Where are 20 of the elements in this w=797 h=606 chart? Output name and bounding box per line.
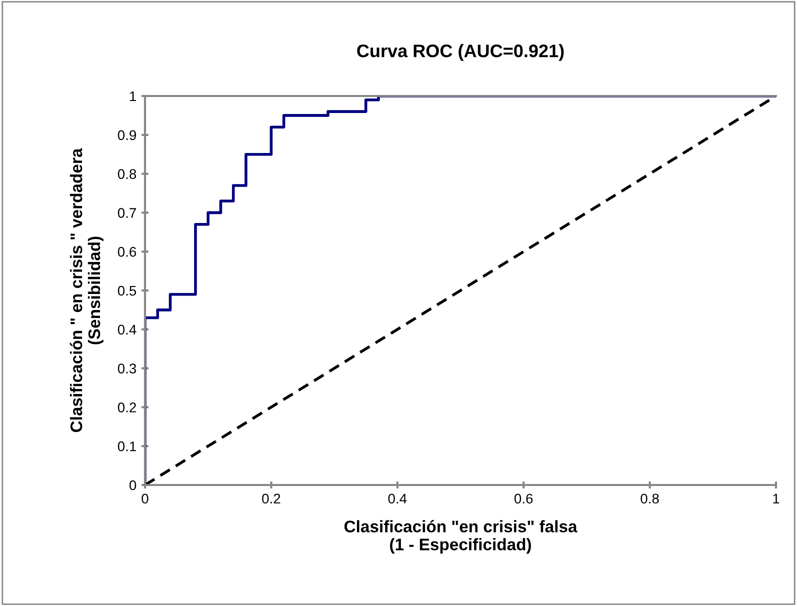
y-axis-title: Clasificación " en crisis " verdadera (Sensibilidad) bbox=[70, 148, 104, 432]
x-tick-label: 0.4 bbox=[388, 494, 407, 504]
x-axis-title: Clasificación "en crisis" falsa (1 - Especificidad) bbox=[344, 520, 578, 554]
chart-title: Curva ROC (AUC=0.921) bbox=[357, 44, 564, 61]
y-tick-label: 0.2 bbox=[118, 402, 136, 412]
y-tick-label: 0.5 bbox=[118, 286, 136, 296]
x-tick-label: 0 bbox=[142, 494, 148, 504]
y-tick-label: 0.9 bbox=[118, 130, 136, 140]
y-tick-label: 0.8 bbox=[118, 169, 136, 179]
x-tick-label: 0.6 bbox=[514, 494, 533, 504]
x-tick-label: 0.2 bbox=[262, 494, 280, 504]
x-tick-label: 1 bbox=[773, 494, 780, 504]
y-tick-label: 0.4 bbox=[118, 324, 136, 335]
y-tick-label: 0.7 bbox=[118, 208, 136, 218]
y-tick-label: 0 bbox=[129, 480, 136, 490]
x-tick-label: 0.8 bbox=[640, 494, 659, 504]
y-tick-label: 1 bbox=[130, 91, 136, 102]
y-tick-label: 0.1 bbox=[118, 441, 136, 452]
y-tick-label: 0.3 bbox=[118, 364, 136, 374]
y-tick-label: 0.6 bbox=[118, 246, 136, 257]
